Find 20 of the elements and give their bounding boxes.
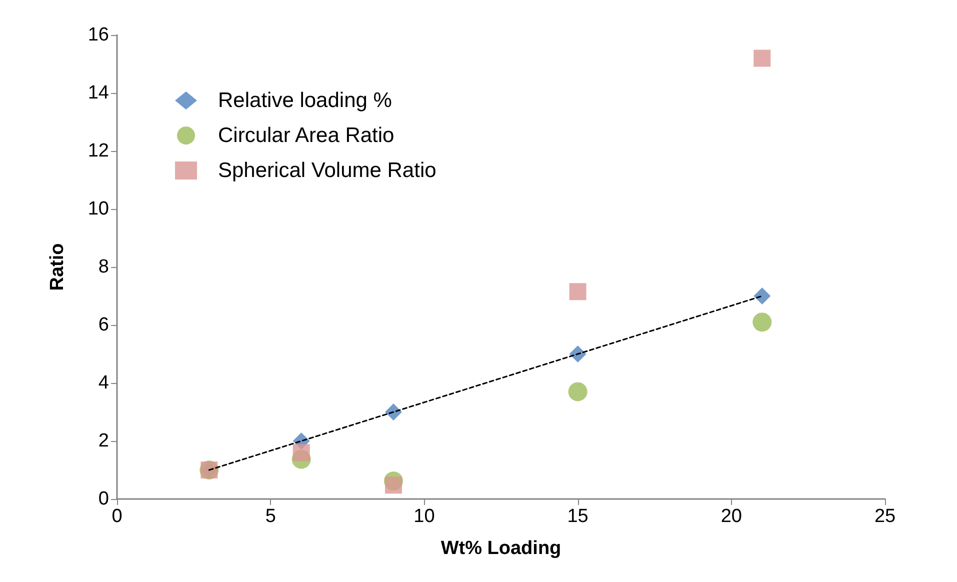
x-tick-label: 10 xyxy=(414,506,435,527)
y-tick-label: 0 xyxy=(98,488,109,510)
y-tick-label: 16 xyxy=(88,24,109,46)
x-tick-label: 5 xyxy=(265,506,276,527)
x-tick-label: 0 xyxy=(112,506,122,527)
y-tick-label: 4 xyxy=(98,372,110,394)
y-tick-label: 2 xyxy=(98,430,109,452)
legend-label: Relative loading % xyxy=(218,89,392,112)
x-tick-label: 25 xyxy=(874,506,896,527)
y-tick-label: 6 xyxy=(98,314,109,336)
legend-label: Spherical Volume Ratio xyxy=(218,159,436,182)
y-tick-label: 14 xyxy=(88,82,110,104)
y-tick-label: 12 xyxy=(88,140,109,162)
x-tick-label: 20 xyxy=(720,506,742,527)
legend-label: Circular Area Ratio xyxy=(218,124,394,147)
x-axis-title: Wt% Loading xyxy=(440,538,562,559)
y-axis-title: Ratio xyxy=(47,243,68,291)
x-tick-label: 15 xyxy=(567,506,588,527)
y-tick-label: 10 xyxy=(88,198,109,220)
y-tick-label: 8 xyxy=(98,256,109,278)
